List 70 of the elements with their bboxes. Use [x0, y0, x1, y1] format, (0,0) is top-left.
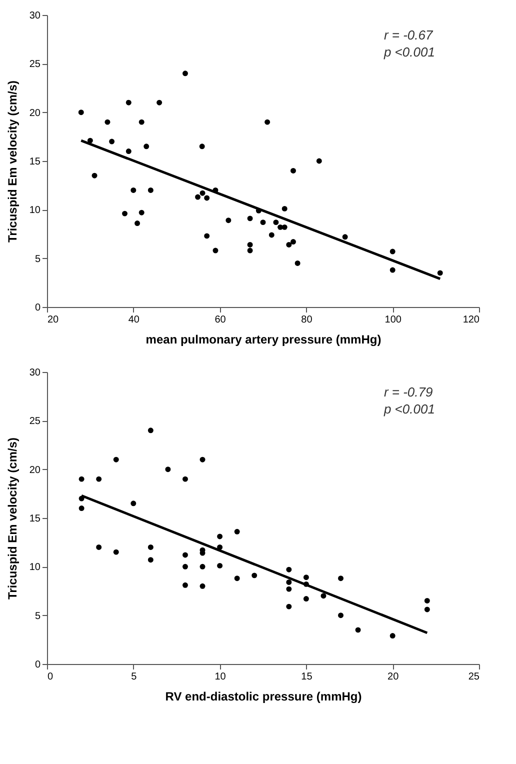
x-tick-label: 0: [48, 672, 54, 682]
point: [338, 576, 344, 582]
point: [338, 612, 344, 618]
point: [200, 456, 206, 462]
x-axis-title: mean pulmonary artery pressure (mmHg): [146, 332, 382, 346]
y-tick-label: 25: [29, 59, 41, 70]
point: [234, 576, 240, 582]
y-tick-label: 25: [29, 416, 41, 428]
x-axis-title: RV end-diastolic pressure (mmHg): [165, 690, 362, 704]
point: [148, 428, 154, 434]
point: [165, 466, 171, 472]
y-tick-label: 0: [34, 660, 41, 670]
y-tick-label: 10: [29, 205, 41, 216]
x-tick-label: 40: [128, 314, 140, 326]
point: [113, 549, 119, 555]
annotation: r = -0.79: [384, 384, 433, 400]
annotation: r = -0.67: [384, 28, 434, 43]
y-tick-label: 20: [29, 108, 41, 119]
y-tick-label: 10: [29, 562, 41, 574]
point: [113, 456, 119, 462]
point: [148, 557, 154, 563]
point: [320, 593, 326, 599]
point: [424, 606, 430, 612]
annotation: p <0.001: [382, 402, 435, 417]
point: [217, 562, 223, 568]
x-tick-label: 10: [214, 672, 226, 682]
point: [96, 544, 102, 550]
point: [390, 633, 396, 639]
y-tick-label: 0: [34, 302, 41, 314]
point: [148, 544, 154, 550]
point: [286, 586, 292, 592]
point: [303, 596, 309, 602]
point: [355, 627, 361, 633]
y-tick-label: 30: [29, 10, 41, 22]
point: [217, 534, 223, 540]
point: [182, 582, 188, 588]
y-axis-title: Tricuspid Em velocity (cm/s): [5, 437, 20, 600]
point: [96, 476, 102, 482]
point: [286, 604, 292, 610]
y-tick-label: 15: [29, 156, 41, 168]
y-tick-label: 30: [29, 368, 41, 378]
y-tick-label: 5: [34, 610, 41, 622]
y-axis-title: Tricuspid Em velocity (cm/s): [5, 80, 20, 243]
annotation: p <0.001: [382, 44, 435, 60]
x-tick-label: 100: [384, 314, 402, 326]
point: [286, 580, 292, 585]
x-tick-label: 120: [462, 314, 480, 326]
point: [78, 476, 84, 482]
x-tick-label: 5: [131, 672, 138, 682]
point: [182, 564, 188, 570]
x-tick-label: 80: [301, 314, 313, 326]
y-tick-label: 15: [29, 514, 41, 524]
y-tick-label: 5: [34, 254, 41, 265]
point: [200, 583, 206, 589]
x-tick-label: 15: [301, 672, 313, 682]
point: [303, 574, 309, 580]
point: [130, 500, 136, 506]
point: [78, 506, 84, 511]
y-tick-label: 20: [29, 464, 41, 476]
point: [182, 476, 188, 482]
point: [200, 564, 206, 570]
x-tick-label: 20: [48, 314, 60, 326]
x-tick-label: 60: [214, 314, 226, 326]
point: [252, 572, 258, 578]
point: [286, 566, 292, 572]
x-tick-label: 25: [468, 672, 480, 682]
point: [424, 598, 430, 604]
point: [234, 528, 240, 534]
point: [182, 552, 188, 558]
x-tick-label: 20: [388, 672, 400, 682]
